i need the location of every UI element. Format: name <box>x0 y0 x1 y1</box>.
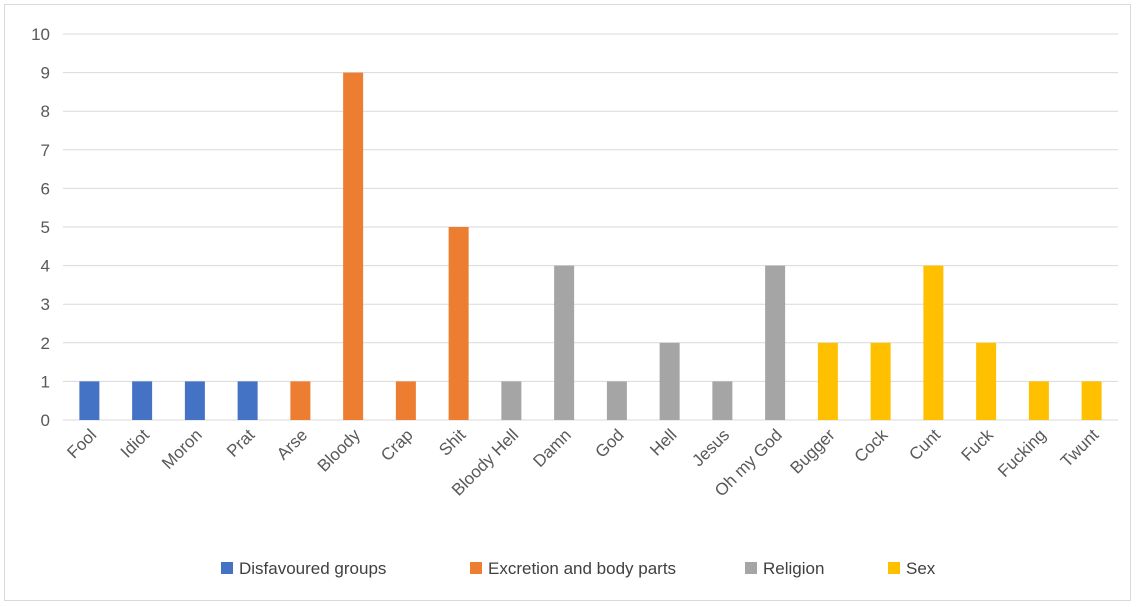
gridlines <box>63 33 1118 421</box>
x-tick-label: Arse <box>273 425 311 463</box>
x-tick-label: Twunt <box>1057 425 1103 471</box>
bar-bloody-hell <box>501 381 522 420</box>
legend: Disfavoured groups Excretion and body par… <box>221 559 936 578</box>
x-axis: Fool Idiot Moron Prat Arse Bloody Crap ShitBloo… <box>63 425 1102 500</box>
bar-bugger <box>817 342 838 420</box>
bar-prat <box>237 381 258 420</box>
legend-label: Sex <box>906 559 936 578</box>
x-tick-label: Fuck <box>957 425 997 465</box>
y-tick-label: 9 <box>41 64 50 83</box>
bar-fool <box>79 381 100 420</box>
x-tick-label: Damn <box>529 425 575 471</box>
bar-oh-my-god <box>765 265 786 420</box>
bar-crap <box>395 381 416 420</box>
bar-cock <box>870 342 891 420</box>
x-tick-label: Shit <box>435 425 469 459</box>
x-tick-label: Cunt <box>905 425 944 464</box>
legend-item: Excretion and body parts <box>470 559 676 578</box>
bar-idiot <box>132 381 153 420</box>
x-tick-label: Jesus <box>688 425 733 470</box>
legend-label: Excretion and body parts <box>488 559 676 578</box>
x-tick-label: Fucking <box>994 425 1050 481</box>
y-tick-label: 1 <box>41 372 50 391</box>
x-tick-label: Cock <box>851 425 892 466</box>
y-tick-label: 3 <box>41 295 50 314</box>
legend-swatch <box>888 562 900 574</box>
y-tick-label: 10 <box>31 25 50 44</box>
bar-fucking <box>1028 381 1049 420</box>
x-tick-label: Bloody <box>314 425 365 476</box>
legend-swatch <box>221 562 233 574</box>
x-tick-label: God <box>592 425 628 461</box>
y-tick-label: 0 <box>41 411 50 430</box>
y-tick-label: 8 <box>41 102 50 121</box>
y-tick-label: 6 <box>41 179 50 198</box>
bar-fuck <box>976 342 997 420</box>
legend-item: Disfavoured groups <box>221 559 386 578</box>
y-axis: 0 1 2 3 4 5 6 7 8 9 10 <box>31 25 50 430</box>
x-tick-label: Moron <box>158 425 206 473</box>
legend-swatch <box>745 562 757 574</box>
bar-moron <box>184 381 205 420</box>
legend-label: Religion <box>763 559 824 578</box>
bar-arse <box>290 381 311 420</box>
x-tick-label: Fool <box>63 425 100 462</box>
y-tick-label: 5 <box>41 218 50 237</box>
legend-item: Religion <box>745 559 824 578</box>
bar-god <box>606 381 627 420</box>
x-tick-label: Crap <box>377 425 416 464</box>
y-tick-label: 7 <box>41 141 50 160</box>
bars <box>79 72 1102 420</box>
y-tick-label: 4 <box>41 257 50 276</box>
bar-hell <box>659 342 680 420</box>
legend-swatch <box>470 562 482 574</box>
y-tick-label: 2 <box>41 334 50 353</box>
bar-jesus <box>712 381 733 420</box>
x-tick-label: Idiot <box>117 425 153 461</box>
legend-item: Sex <box>888 559 936 578</box>
bar-shit <box>448 227 469 420</box>
legend-label: Disfavoured groups <box>239 559 386 578</box>
x-tick-label: Bugger <box>786 425 838 477</box>
bar-bloody <box>343 72 364 420</box>
bar-twunt <box>1081 381 1102 420</box>
bar-cunt <box>923 265 944 420</box>
bar-damn <box>554 265 575 420</box>
x-tick-label: Prat <box>223 425 259 461</box>
x-tick-label: Hell <box>646 425 680 459</box>
